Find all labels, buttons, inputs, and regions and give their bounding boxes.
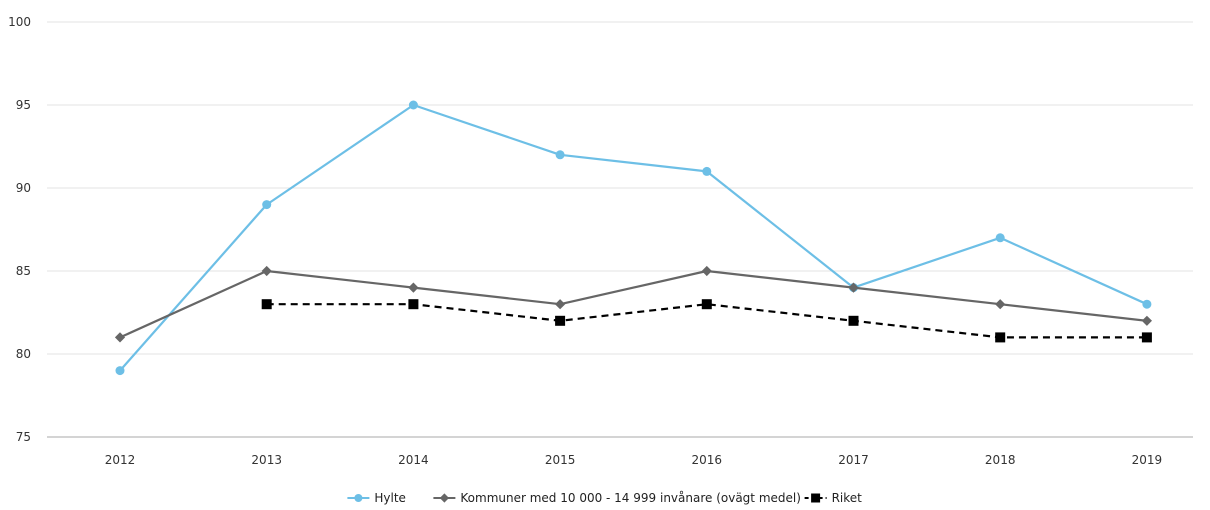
series-3 — [261, 299, 1152, 343]
data-point — [995, 332, 1006, 343]
data-point — [408, 100, 418, 110]
data-point — [555, 299, 566, 310]
data-point — [702, 166, 712, 176]
x-tick-label: 2019 — [1132, 453, 1163, 467]
legend-marker — [811, 493, 821, 503]
series-line — [119, 269, 1148, 339]
legend-marker — [439, 493, 449, 503]
legend-item-1[interactable]: Hylte — [347, 491, 406, 505]
y-tick-label: 85 — [16, 264, 31, 278]
y-tick-label: 95 — [16, 98, 31, 112]
series-group — [114, 100, 1152, 376]
series-line — [119, 103, 1148, 372]
legend-marker — [354, 494, 363, 502]
y-axis-tick-labels: 75 80 85 90 95 100 — [8, 15, 31, 444]
legend-item-3[interactable]: Riket — [804, 491, 863, 505]
data-point — [115, 366, 125, 376]
x-tick-label: 2015 — [545, 453, 576, 467]
legend-label: Kommuner med 10 000 - 14 999 invånare (o… — [460, 491, 801, 505]
y-tick-label: 100 — [8, 15, 31, 29]
legend-item-2[interactable]: Kommuner med 10 000 - 14 999 invånare (o… — [433, 491, 801, 505]
data-point — [1142, 299, 1152, 309]
legend-label: Riket — [832, 491, 863, 505]
legend-label: Hylte — [374, 491, 406, 505]
gridlines — [47, 21, 1193, 438]
data-point — [555, 150, 565, 160]
data-point — [262, 200, 272, 210]
data-point — [261, 265, 272, 277]
data-point — [408, 282, 419, 293]
x-axis-tick-labels: 2012 2013 2014 2015 2016 2017 2018 2019 — [105, 453, 1162, 467]
x-tick-label: 2018 — [985, 453, 1016, 467]
x-tick-label: 2014 — [398, 453, 429, 467]
data-point — [261, 299, 272, 310]
data-point — [701, 299, 712, 310]
y-tick-label: 75 — [16, 430, 31, 444]
data-point — [995, 233, 1005, 243]
series-2 — [114, 265, 1152, 343]
data-point — [555, 315, 566, 326]
data-point — [114, 332, 126, 343]
legend[interactable]: Hylte Kommuner med 10 000 - 14 999 invåna… — [347, 491, 862, 505]
x-tick-label: 2016 — [692, 453, 723, 467]
data-point — [408, 299, 419, 310]
data-point — [848, 282, 859, 293]
data-point — [995, 299, 1006, 310]
data-point — [1141, 332, 1152, 343]
data-point — [848, 315, 859, 326]
data-point — [701, 265, 712, 277]
x-tick-label: 2012 — [105, 453, 136, 467]
x-tick-label: 2017 — [838, 453, 869, 467]
series-1 — [115, 100, 1152, 376]
y-tick-label: 90 — [16, 181, 31, 195]
x-tick-label: 2013 — [251, 453, 282, 467]
y-tick-label: 80 — [16, 347, 31, 361]
data-point — [1141, 315, 1152, 326]
